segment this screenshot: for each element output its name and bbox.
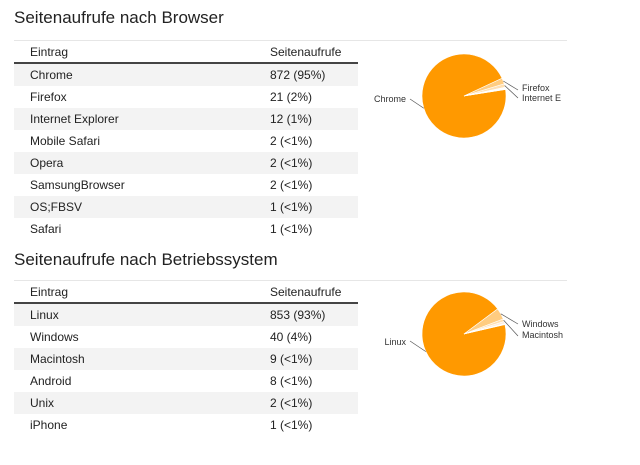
browser-table: Eintrag Seitenaufrufe Chrome 872 (95%) Fir… xyxy=(14,41,358,240)
pie-label: Internet E xyxy=(522,93,561,103)
os-section-rule xyxy=(14,280,567,281)
table-row: Firefox 21 (2%) xyxy=(14,86,358,108)
column-header-views[interactable]: Seitenaufrufe xyxy=(270,281,358,304)
table-row: Macintosh 9 (<1%) xyxy=(14,348,358,370)
row-entry: Unix xyxy=(14,392,270,414)
table-row: Mobile Safari 2 (<1%) xyxy=(14,130,358,152)
row-views: 1 (<1%) xyxy=(270,196,358,218)
row-views: 2 (<1%) xyxy=(270,130,358,152)
pie-leader-line xyxy=(409,340,427,352)
os-table-header: Eintrag Seitenaufrufe xyxy=(14,281,358,304)
table-row: SamsungBrowser 2 (<1%) xyxy=(14,174,358,196)
row-views: 853 (93%) xyxy=(270,303,358,326)
row-entry: Mobile Safari xyxy=(14,130,270,152)
row-views: 40 (4%) xyxy=(270,326,358,348)
pie-leader-line xyxy=(500,313,519,325)
row-entry: Safari xyxy=(14,218,270,240)
browser-section-rule xyxy=(14,40,567,41)
column-header-entry[interactable]: Eintrag xyxy=(14,281,270,304)
pie-label: Windows xyxy=(522,319,559,329)
row-views: 12 (1%) xyxy=(270,108,358,130)
row-views: 2 (<1%) xyxy=(270,392,358,414)
browser-section-title: Seitenaufrufe nach Browser xyxy=(14,8,224,27)
pie-label: Linux xyxy=(384,337,406,347)
pie-label: Macintosh xyxy=(522,330,563,340)
row-views: 9 (<1%) xyxy=(270,348,358,370)
column-header-entry[interactable]: Eintrag xyxy=(14,41,270,64)
table-row: Opera 2 (<1%) xyxy=(14,152,358,174)
row-entry: Opera xyxy=(14,152,270,174)
row-views: 2 (<1%) xyxy=(270,152,358,174)
row-entry: SamsungBrowser xyxy=(14,174,270,196)
row-entry: Android xyxy=(14,370,270,392)
row-views: 872 (95%) xyxy=(270,63,358,86)
os-table: Eintrag Seitenaufrufe Linux 853 (93%) Wind… xyxy=(14,281,358,436)
row-entry: Internet Explorer xyxy=(14,108,270,130)
column-header-views[interactable]: Seitenaufrufe xyxy=(270,41,358,64)
row-views: 21 (2%) xyxy=(270,86,358,108)
pie-label: Chrome xyxy=(374,94,406,104)
row-views: 1 (<1%) xyxy=(270,414,358,436)
pie-leader-line xyxy=(503,80,519,91)
row-entry: Firefox xyxy=(14,86,270,108)
table-row: Linux 853 (93%) xyxy=(14,303,358,326)
row-entry: Linux xyxy=(14,303,270,326)
table-row: Windows 40 (4%) xyxy=(14,326,358,348)
row-views: 8 (<1%) xyxy=(270,370,358,392)
row-views: 2 (<1%) xyxy=(270,174,358,196)
pie-label: Firefox xyxy=(522,83,550,93)
browser-table-header: Eintrag Seitenaufrufe xyxy=(14,41,358,64)
table-row: Safari 1 (<1%) xyxy=(14,218,358,240)
row-entry: iPhone xyxy=(14,414,270,436)
table-row: iPhone 1 (<1%) xyxy=(14,414,358,436)
row-views: 1 (<1%) xyxy=(270,218,358,240)
row-entry: Chrome xyxy=(14,63,270,86)
table-row: Unix 2 (<1%) xyxy=(14,392,358,414)
os-section-title: Seitenaufrufe nach Betriebssystem xyxy=(14,250,278,269)
pie-slice[interactable] xyxy=(463,88,506,97)
row-entry: Macintosh xyxy=(14,348,270,370)
row-entry: Windows xyxy=(14,326,270,348)
table-row: OS;FBSV 1 (<1%) xyxy=(14,196,358,218)
pie-slice[interactable] xyxy=(463,323,506,335)
pie-leader-line xyxy=(503,320,519,337)
pie-leader-line xyxy=(409,98,425,109)
table-row: Chrome 872 (95%) xyxy=(14,63,358,86)
table-row: Internet Explorer 12 (1%) xyxy=(14,108,358,130)
table-row: Android 8 (<1%) xyxy=(14,370,358,392)
pie-leader-line xyxy=(504,85,519,99)
row-entry: OS;FBSV xyxy=(14,196,270,218)
